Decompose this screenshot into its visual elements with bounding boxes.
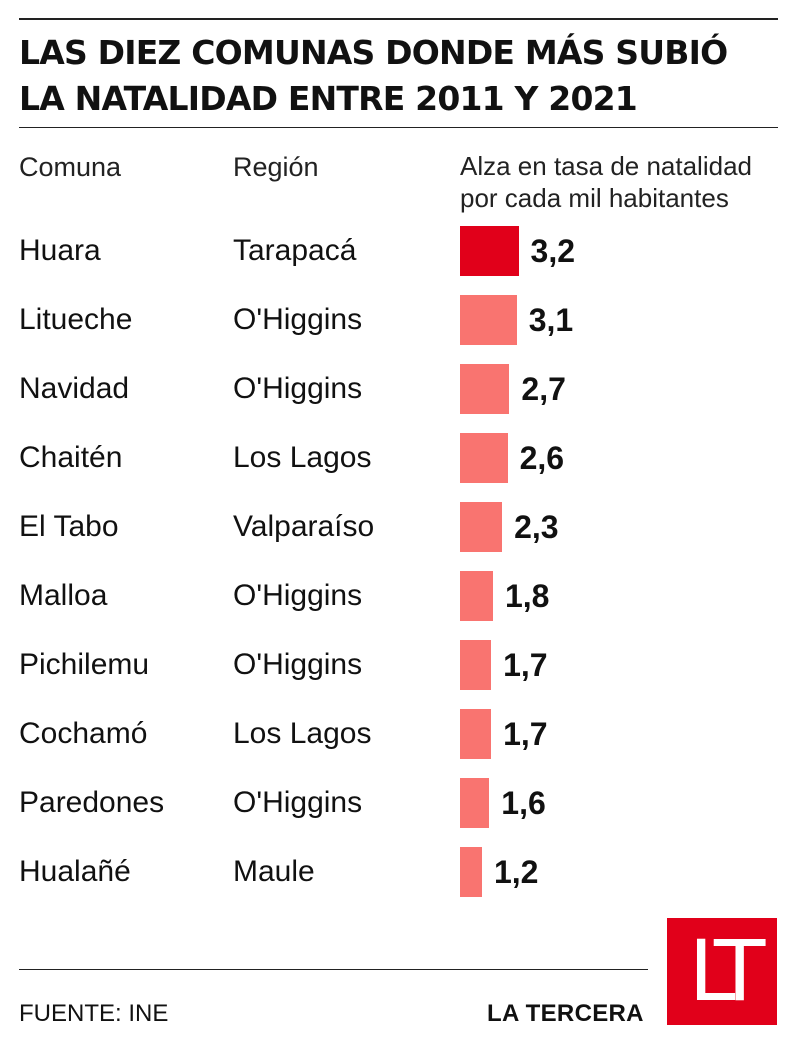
value-label: 3,2 — [530, 233, 576, 269]
value-label: 1,6 — [501, 785, 546, 821]
bar — [460, 226, 519, 276]
bar — [460, 778, 490, 828]
value-label: 1,7 — [503, 647, 548, 683]
logo-text: LT — [688, 922, 766, 1020]
chart-title: LAS DIEZ COMUNAS DONDE MÁS SUBIÓ LA NATA… — [19, 30, 779, 122]
table-row: Litueche O'Higgins 3,1 — [0, 295, 800, 364]
value-label: 2,6 — [519, 440, 565, 476]
region-label: Los Lagos — [233, 717, 372, 750]
region-label: Tarapacá — [233, 234, 357, 267]
table-row: Paredones O'Higgins 1,6 — [0, 778, 800, 847]
table-row: El Tabo Valparaíso 2,3 — [0, 502, 800, 571]
bar — [460, 502, 503, 552]
table-row: Navidad O'Higgins 2,7 — [0, 364, 800, 433]
bar — [460, 709, 492, 759]
la-tercera-logo: LT — [667, 918, 777, 1025]
column-header-region: Región — [233, 152, 319, 182]
bar — [460, 571, 493, 621]
footer-rule — [19, 969, 648, 970]
column-header-value: Alza en tasa de natalidad por cada mil h… — [460, 150, 790, 214]
source-note: FUENTE: INE — [19, 1000, 169, 1027]
region-label: Valparaíso — [233, 510, 375, 543]
value-label: 3,1 — [528, 302, 574, 338]
chart-title-line-1: LAS DIEZ COMUNAS DONDE MÁS SUBIÓ — [19, 33, 728, 72]
comuna-label: Huara — [19, 234, 101, 267]
table-row: Malloa O'Higgins 1,8 — [0, 571, 800, 640]
value-label: 1,7 — [503, 716, 548, 752]
value-label: 1,8 — [504, 578, 550, 614]
region-label: Los Lagos — [233, 441, 372, 474]
bar — [460, 640, 492, 690]
column-header-value-line-2: por cada mil habitantes — [460, 183, 729, 213]
top-rule — [19, 18, 778, 20]
bar — [460, 364, 510, 414]
value-label: 2,7 — [521, 371, 566, 407]
region-label: Maule — [233, 855, 315, 888]
column-header-value-line-1: Alza en tasa de natalidad — [460, 151, 752, 181]
value-label: 1,2 — [493, 854, 539, 890]
value-label: 2,3 — [514, 509, 559, 545]
bar — [460, 433, 508, 483]
comuna-label: Navidad — [19, 372, 130, 405]
column-header-comuna: Comuna — [19, 152, 122, 182]
comuna-label: Paredones — [19, 786, 165, 819]
comuna-label: Chaitén — [19, 441, 123, 474]
comuna-label: Litueche — [19, 303, 133, 336]
header-rule — [19, 127, 778, 128]
table-row: Cochamó Los Lagos 1,7 — [0, 709, 800, 778]
region-label: O'Higgins — [233, 303, 363, 336]
region-label: O'Higgins — [233, 372, 363, 405]
region-label: O'Higgins — [233, 786, 363, 819]
brand-name: LA TERCERA — [487, 1000, 644, 1027]
table-row: Pichilemu O'Higgins 1,7 — [0, 640, 800, 709]
region-label: O'Higgins — [233, 648, 363, 681]
table-row: Hualañé Maule 1,2 — [0, 847, 800, 916]
comuna-label: Pichilemu — [19, 648, 150, 681]
table-row: Huara Tarapacá 3,2 — [0, 226, 800, 295]
comuna-label: Hualañé — [19, 855, 131, 888]
region-label: O'Higgins — [233, 579, 363, 612]
table-row: Chaitén Los Lagos 2,6 — [0, 433, 800, 502]
comuna-label: Malloa — [19, 579, 108, 612]
comuna-label: Cochamó — [19, 717, 148, 750]
comuna-label: El Tabo — [19, 510, 119, 543]
bar — [460, 295, 517, 345]
bar — [460, 847, 482, 897]
chart-title-line-2: LA NATALIDAD ENTRE 2011 Y 2021 — [19, 79, 638, 118]
